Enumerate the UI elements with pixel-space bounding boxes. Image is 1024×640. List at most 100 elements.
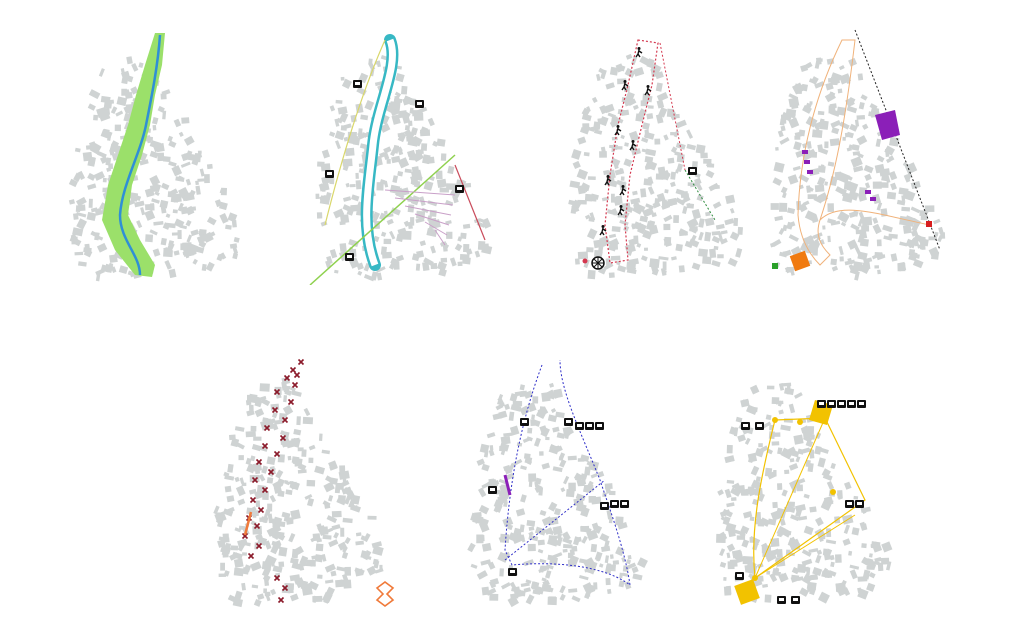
building-footprint bbox=[404, 125, 410, 131]
hiker-icon bbox=[644, 85, 652, 96]
building-footprint bbox=[499, 445, 506, 452]
bus-stop-icon bbox=[455, 185, 464, 193]
building-footprint bbox=[130, 86, 139, 95]
building-footprint bbox=[144, 209, 156, 221]
building-footprint bbox=[552, 426, 560, 433]
building-footprint bbox=[224, 485, 232, 493]
building-footprint bbox=[463, 182, 472, 188]
building-footprint bbox=[857, 73, 864, 81]
building-footprint bbox=[264, 554, 277, 566]
building-footprint bbox=[501, 582, 511, 590]
building-footprint bbox=[831, 72, 842, 80]
building-footprint bbox=[351, 194, 360, 202]
people-icon bbox=[857, 400, 866, 408]
building-footprint bbox=[88, 89, 101, 100]
building-footprint bbox=[306, 497, 315, 507]
building-footprint bbox=[741, 539, 750, 548]
building-footprint bbox=[874, 265, 879, 269]
building-footprint bbox=[238, 525, 247, 531]
building-footprint bbox=[824, 572, 832, 578]
building-footprint bbox=[232, 252, 239, 260]
building-footprint bbox=[781, 489, 788, 497]
building-footprint bbox=[162, 156, 171, 163]
building-footprint bbox=[552, 525, 563, 536]
building-footprint bbox=[489, 593, 499, 601]
building-footprint bbox=[289, 480, 300, 491]
building-footprint bbox=[731, 549, 742, 559]
building-footprint bbox=[706, 163, 715, 168]
barrier-cross bbox=[273, 450, 281, 458]
building-footprint bbox=[595, 525, 603, 534]
barrier-cross bbox=[289, 366, 297, 374]
building-footprint bbox=[810, 575, 818, 581]
building-footprint bbox=[786, 501, 795, 508]
building-footprint bbox=[848, 264, 855, 273]
building-footprint bbox=[678, 228, 689, 236]
building-footprint bbox=[599, 151, 607, 158]
building-footprint bbox=[608, 233, 617, 239]
building-footprint bbox=[624, 142, 629, 147]
park-marker bbox=[772, 263, 778, 269]
institutional-parcel bbox=[804, 160, 810, 164]
building-footprint bbox=[404, 129, 414, 140]
building-footprint bbox=[704, 231, 712, 242]
building-footprint bbox=[289, 574, 301, 582]
building-footprint bbox=[526, 460, 533, 466]
building-footprint bbox=[851, 527, 860, 536]
building-footprint bbox=[574, 475, 581, 482]
building-footprint bbox=[662, 261, 667, 271]
building-footprint bbox=[676, 153, 685, 163]
building-footprint bbox=[830, 462, 836, 470]
building-footprint bbox=[691, 161, 698, 169]
building-footprint bbox=[620, 176, 625, 181]
building-footprint bbox=[201, 263, 207, 272]
barrier-cross bbox=[281, 416, 289, 424]
building-footprint bbox=[329, 131, 336, 138]
building-footprint bbox=[719, 548, 726, 557]
building-footprint bbox=[568, 199, 576, 206]
building-footprint bbox=[523, 587, 531, 593]
building-footprint bbox=[565, 488, 575, 498]
building-footprint bbox=[764, 594, 772, 603]
building-footprint bbox=[103, 102, 112, 109]
building-footprint bbox=[597, 471, 605, 478]
main-road bbox=[309, 154, 456, 285]
building-footprint bbox=[660, 267, 667, 276]
building-footprint bbox=[535, 410, 546, 420]
building-footprint bbox=[825, 82, 834, 91]
building-footprint bbox=[318, 183, 325, 191]
building-footprint bbox=[797, 478, 806, 485]
building-footprint bbox=[771, 238, 782, 247]
building-footprint bbox=[872, 193, 882, 205]
building-footprint bbox=[831, 127, 840, 135]
building-footprint bbox=[343, 487, 351, 495]
building-footprint bbox=[844, 132, 850, 138]
activity-routes-map bbox=[467, 359, 648, 608]
building-footprint bbox=[519, 384, 526, 391]
building-footprint bbox=[326, 515, 338, 524]
building-footprint bbox=[293, 428, 302, 436]
building-footprint bbox=[68, 199, 76, 205]
building-footprint bbox=[544, 585, 554, 593]
building-footprint bbox=[815, 554, 822, 564]
building-footprint bbox=[670, 146, 678, 154]
building-footprint bbox=[481, 463, 490, 472]
building-footprint bbox=[814, 528, 823, 536]
building-footprint bbox=[363, 274, 375, 282]
building-footprint bbox=[75, 205, 81, 213]
building-footprint bbox=[489, 580, 497, 589]
building-footprint bbox=[572, 536, 581, 546]
building-footprint bbox=[809, 587, 817, 596]
building-footprint bbox=[126, 56, 133, 65]
building-footprint bbox=[584, 568, 589, 573]
building-footprint bbox=[904, 162, 918, 175]
building-footprint bbox=[780, 424, 791, 432]
building-footprint bbox=[860, 506, 871, 513]
building-footprint bbox=[376, 272, 383, 281]
building-footprint bbox=[849, 569, 858, 580]
building-footprint bbox=[333, 208, 345, 219]
building-footprint bbox=[199, 168, 205, 177]
building-footprint bbox=[568, 482, 576, 492]
people-icon bbox=[610, 500, 619, 508]
secondary-road bbox=[324, 39, 386, 226]
